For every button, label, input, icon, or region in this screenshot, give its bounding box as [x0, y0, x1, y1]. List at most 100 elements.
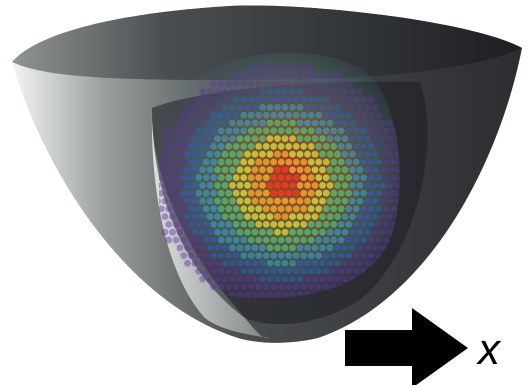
particle: [172, 174, 180, 182]
particle: [274, 275, 281, 283]
particle: [259, 213, 266, 221]
particle: [315, 221, 323, 228]
particle: [169, 150, 176, 158]
particle: [304, 197, 311, 205]
particle-cloud-icon: [158, 52, 400, 299]
particle: [236, 182, 244, 189]
particle: [371, 150, 379, 158]
particle: [382, 236, 390, 244]
particle: [270, 252, 278, 259]
particle: [274, 228, 281, 236]
particle: [300, 111, 308, 119]
particle: [330, 96, 338, 103]
particle: [191, 150, 199, 158]
particle: [259, 104, 266, 111]
particle: [251, 104, 259, 111]
particle: [225, 96, 233, 103]
particle: [244, 197, 251, 205]
particle: [375, 205, 383, 213]
particle: [184, 244, 191, 252]
particle: [240, 127, 248, 135]
particle: [206, 150, 214, 158]
particle: [379, 119, 386, 127]
particle: [259, 275, 266, 283]
particle: [240, 252, 248, 259]
particle: [371, 166, 379, 174]
particle: [172, 236, 180, 244]
particle: [240, 158, 248, 166]
particle: [330, 111, 338, 119]
particle: [274, 104, 281, 111]
particle: [289, 182, 296, 189]
particle: [195, 189, 203, 197]
particle: [311, 260, 319, 267]
particle: [270, 111, 278, 119]
particle: [236, 213, 244, 221]
particle: [165, 221, 173, 228]
particle: [277, 65, 285, 72]
particle: [315, 205, 323, 213]
particle: [176, 150, 184, 158]
particle: [379, 244, 386, 252]
particle: [240, 96, 248, 103]
particle: [311, 182, 319, 189]
particle: [371, 213, 379, 221]
particle: [356, 119, 364, 127]
particle: [304, 119, 311, 127]
particle: [232, 174, 240, 182]
particle: [326, 213, 334, 221]
particle: [285, 205, 293, 213]
particle: [255, 189, 263, 197]
particle: [319, 166, 326, 174]
particle: [199, 119, 206, 127]
particle: [202, 189, 210, 197]
particle: [251, 260, 259, 267]
particle: [199, 213, 206, 221]
particle: [266, 88, 274, 96]
particle: [341, 260, 349, 267]
particle: [214, 213, 221, 221]
particle: [285, 65, 293, 72]
particle: [165, 189, 173, 197]
particle: [259, 135, 266, 143]
particle: [240, 189, 248, 197]
particle: [210, 236, 218, 244]
particle: [206, 88, 214, 96]
particle: [307, 236, 315, 244]
particle: [277, 111, 285, 119]
particle: [255, 96, 263, 103]
particle: [341, 104, 349, 111]
particle: [334, 213, 341, 221]
particle: [244, 182, 251, 189]
particle: [255, 283, 263, 291]
particle: [277, 127, 285, 135]
particle: [319, 119, 326, 127]
particle: [247, 236, 255, 244]
particle: [326, 260, 334, 267]
particle: [281, 260, 289, 267]
particle: [285, 267, 293, 275]
particle: [367, 236, 375, 244]
particle: [349, 166, 356, 174]
particle: [281, 88, 289, 96]
particle: [274, 150, 281, 158]
particle: [322, 127, 330, 135]
particle: [232, 283, 240, 291]
particle: [229, 244, 236, 252]
particle: [334, 104, 341, 111]
particle: [225, 127, 233, 135]
particle: [379, 135, 386, 143]
particle: [375, 189, 383, 197]
particle: [289, 72, 296, 80]
particle: [281, 72, 289, 80]
particle: [232, 205, 240, 213]
particle: [262, 80, 270, 88]
particle: [390, 205, 398, 213]
particle: [221, 275, 229, 283]
particle: [311, 119, 319, 127]
particle: [187, 174, 195, 182]
particle: [195, 236, 203, 244]
particle: [334, 119, 341, 127]
particle: [169, 228, 176, 236]
